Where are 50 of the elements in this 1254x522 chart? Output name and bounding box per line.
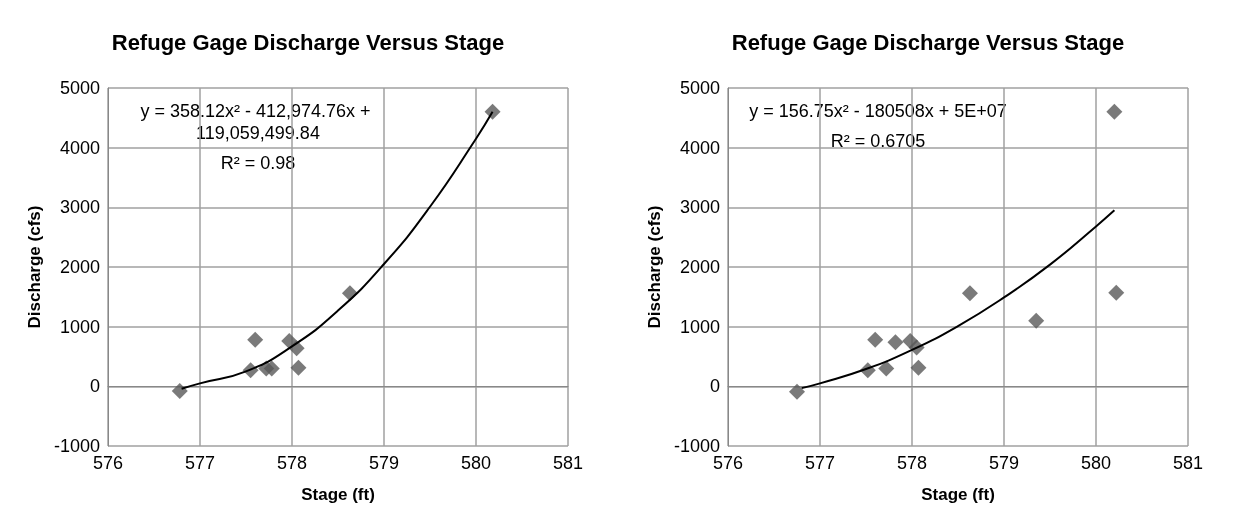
x-tick-label: 579 <box>988 453 1020 473</box>
y-axis-title: Discharge (cfs) <box>25 205 44 329</box>
x-tick-label: 576 <box>92 453 124 473</box>
point <box>247 331 264 348</box>
point <box>887 334 904 351</box>
x-tick-label: 580 <box>1080 453 1112 473</box>
annotation: R² = 0.98 <box>220 153 296 173</box>
x-tick-label: 578 <box>896 453 928 473</box>
x-tick-label: 577 <box>184 453 216 473</box>
point <box>263 360 280 377</box>
annotation: R² = 0.6705 <box>830 131 926 151</box>
y-tick-label: -1000 <box>673 436 720 456</box>
y-tick-label: 1000 <box>59 316 100 337</box>
y-tick-label: 1000 <box>679 316 720 337</box>
y-tick-label: 2000 <box>679 257 720 277</box>
y-tick-label: 4000 <box>679 137 720 158</box>
y-tick-label: -1000 <box>53 436 100 456</box>
point <box>961 285 978 302</box>
point <box>290 359 307 376</box>
x-tick-label: 577 <box>804 453 836 473</box>
point <box>789 383 805 400</box>
y-tick-label: 2000 <box>59 257 100 277</box>
x-tick-label: 579 <box>368 453 400 473</box>
point <box>1108 284 1125 301</box>
point <box>878 360 895 377</box>
x-axis-title: Stage (ft) <box>921 485 995 504</box>
y-tick-label: 4000 <box>59 137 100 158</box>
x-tick-label: 576 <box>712 453 744 473</box>
x-tick-label: 580 <box>460 453 492 473</box>
y-tick-label: 3000 <box>679 197 720 218</box>
point <box>910 359 927 376</box>
point <box>1106 103 1123 120</box>
x-axis-title: Stage (ft) <box>301 485 375 504</box>
chart-title: Refuge Gage Discharge Versus Stage <box>111 29 505 55</box>
annotation: y = 358.12x² - 412,974.76x + 119,059,499.84 <box>140 101 376 143</box>
y-tick-label: 0 <box>89 376 100 397</box>
point <box>171 383 188 400</box>
y-tick-label: 3000 <box>59 197 100 218</box>
x-tick-label: 581 <box>552 453 584 473</box>
annotation: y = 156.75x² - 180508x + 5E+07 <box>749 101 1007 121</box>
y-tick-label: 5000 <box>59 78 100 98</box>
point <box>1028 312 1045 329</box>
y-tick-label: 0 <box>709 376 720 397</box>
x-tick-label: 581 <box>1172 453 1204 473</box>
point <box>484 103 501 120</box>
y-axis-title: Discharge (cfs) <box>645 205 664 329</box>
point <box>867 331 884 348</box>
y-tick-label: 5000 <box>679 78 720 98</box>
x-tick-label: 578 <box>276 453 308 473</box>
chart-title: Refuge Gage Discharge Versus Stage <box>731 29 1125 55</box>
